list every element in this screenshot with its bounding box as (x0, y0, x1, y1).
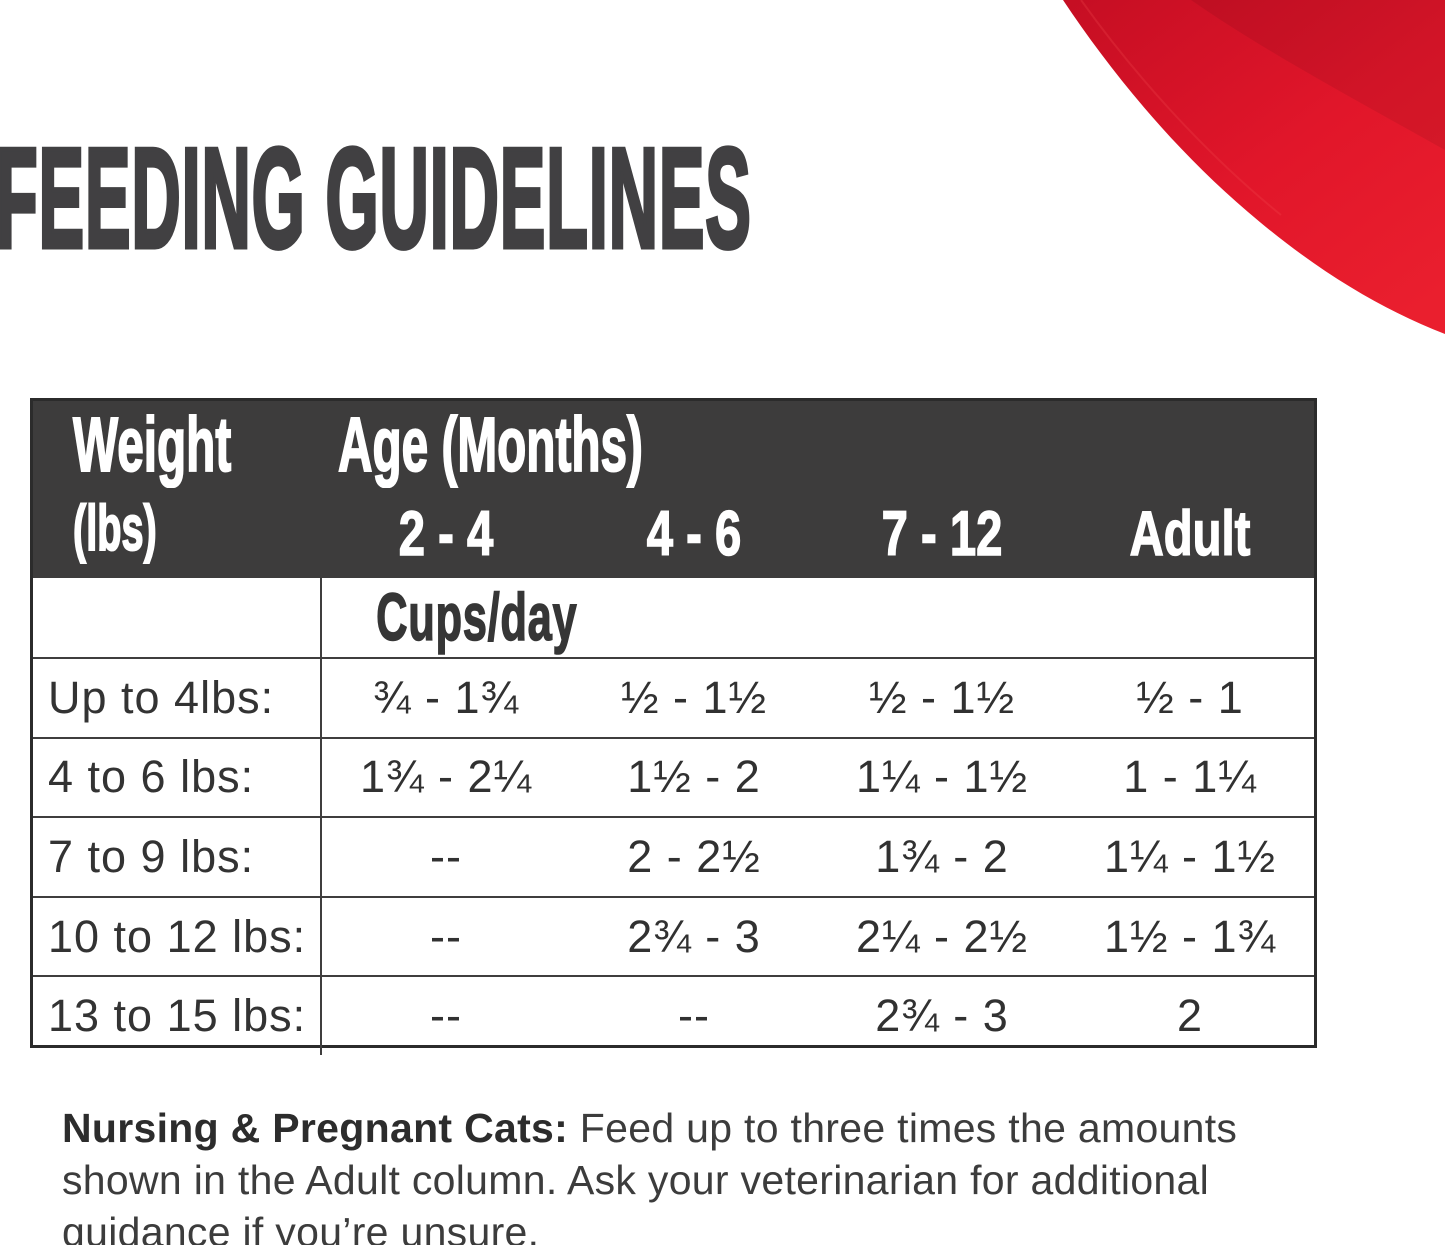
empty-cell (1087, 578, 1314, 657)
units-row: Cups/day (33, 578, 1314, 657)
footnote: Nursing & Pregnant Cats: Feed up to thre… (62, 1102, 1237, 1245)
weight-label: Up to 4lbs: (33, 659, 322, 737)
feeding-value-cell: 2 - 2½ (627, 830, 761, 882)
feeding-value-cell: 2¾ - 3 (627, 910, 761, 962)
feeding-value-cell: 1 - 1¼ (1123, 751, 1257, 803)
feeding-value-cell: -- (430, 990, 462, 1042)
feeding-value-cell: 2¾ - 3 (875, 990, 1009, 1042)
feeding-table-header: Weight (lbs) Age (Months) 2 - 4 4 - 6 7 … (33, 401, 1314, 578)
age-months-header: Age (Months) (337, 402, 643, 488)
empty-cell (859, 578, 1086, 657)
age-column-2-4: 2 - 4 (398, 499, 494, 569)
weight-unit-label: (lbs) (72, 492, 157, 564)
footnote-line-1: Nursing & Pregnant Cats: Feed up to thre… (62, 1102, 1237, 1154)
feeding-value-cell: ¾ - 1¾ (372, 671, 520, 723)
weight-label: 4 to 6 lbs: (33, 738, 322, 817)
units-label: Cups/day (376, 580, 578, 655)
units-cell: Cups/day (322, 578, 632, 657)
age-column-4-6: 4 - 6 (646, 499, 742, 569)
footnote-line-2: shown in the Adult column. Ask your vete… (62, 1157, 1210, 1203)
feeding-table: Weight (lbs) Age (Months) 2 - 4 4 - 6 7 … (30, 398, 1317, 1055)
feeding-value-cell: 1½ - 2 (627, 751, 761, 803)
feeding-value-cell: -- (430, 910, 462, 962)
feeding-table-body: Cups/day Up to 4lbs: ¾ - 1¾ ½ - 1½ ½ - 1… (33, 578, 1314, 1055)
age-column-adult: Adult (1129, 499, 1251, 569)
feeding-value-cell: 1¼ - 1½ (1103, 830, 1277, 882)
table-row: 7 to 9 lbs: -- 2 - 2½ 1¾ - 2 1¼ - 1½ (33, 816, 1314, 896)
feeding-value-cell: ½ - 1 (1136, 671, 1244, 723)
empty-cell (33, 578, 322, 657)
feeding-value-cell: 2¼ - 2½ (855, 910, 1029, 962)
weight-label: 7 to 9 lbs: (33, 818, 322, 896)
feeding-value-cell: ½ - 1½ (620, 671, 768, 723)
feeding-value-cell: 1¾ - 2 (875, 830, 1009, 882)
page-title: FEEDING GUIDELINES (0, 119, 752, 278)
footnote-line-1-rest: Feed up to three times the amounts (568, 1105, 1238, 1151)
feeding-value-cell: 1¼ - 1½ (855, 751, 1029, 803)
feeding-value-cell: 1¾ - 2¼ (359, 751, 533, 803)
table-row: Up to 4lbs: ¾ - 1¾ ½ - 1½ ½ - 1½ ½ - 1 (33, 657, 1314, 737)
table-row: 13 to 15 lbs: -- -- 2¾ - 3 2 (33, 975, 1314, 1055)
feeding-value-cell: 2 (1176, 990, 1204, 1042)
red-swoosh-icon (1063, 0, 1445, 334)
table-row: 10 to 12 lbs: -- 2¾ - 3 2¼ - 2½ 1½ - 1¾ (33, 895, 1314, 976)
feeding-value-cell: ½ - 1½ (868, 671, 1016, 723)
weight-label: 10 to 12 lbs: (33, 897, 322, 976)
footnote-line-3: guidance if you’re unsure. (62, 1209, 540, 1245)
feeding-value-cell: -- (678, 990, 710, 1042)
footnote-lead: Nursing & Pregnant Cats: (62, 1105, 569, 1151)
feeding-value-cell: 1½ - 1¾ (1103, 910, 1277, 962)
weight-column-header: Weight (72, 402, 232, 488)
age-column-7-12: 7 - 12 (881, 499, 1003, 569)
feeding-value-cell: -- (430, 830, 462, 882)
table-row: 4 to 6 lbs: 1¾ - 2¼ 1½ - 2 1¼ - 1½ 1 - 1… (33, 736, 1314, 817)
empty-cell (632, 578, 859, 657)
weight-label: 13 to 15 lbs: (33, 977, 322, 1055)
